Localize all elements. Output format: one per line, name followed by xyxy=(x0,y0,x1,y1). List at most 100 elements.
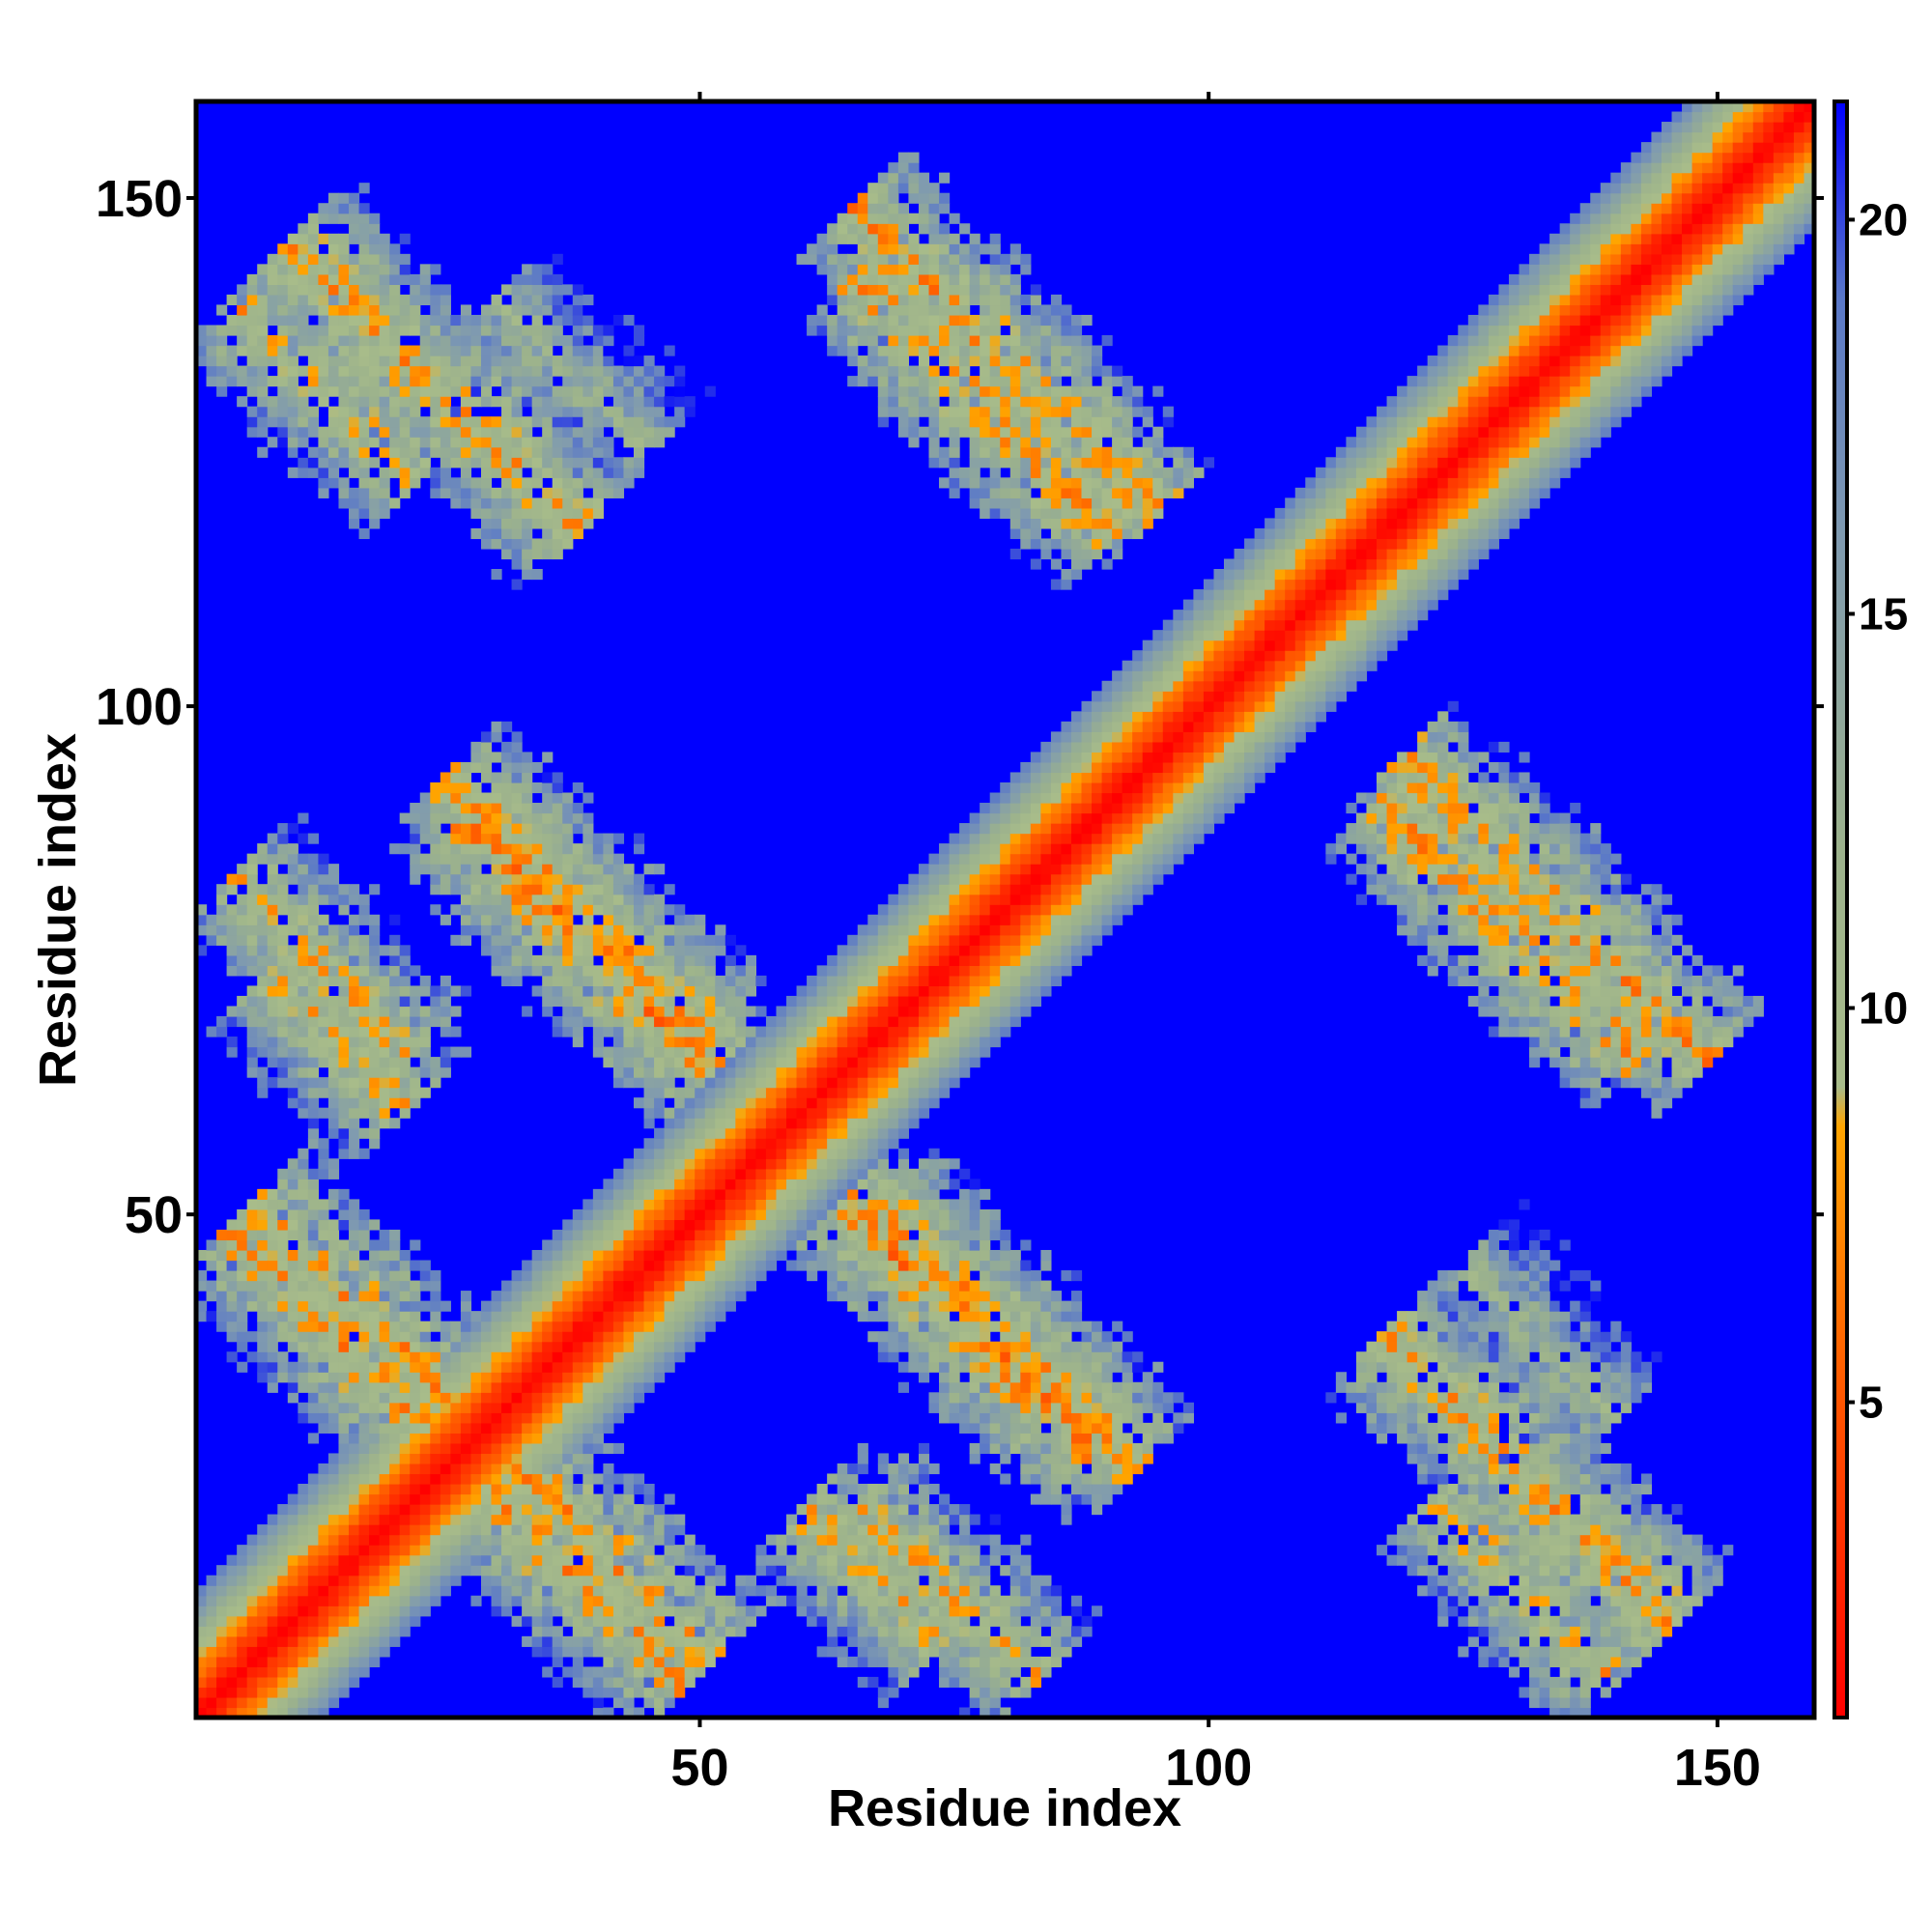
heat-cell xyxy=(552,945,563,956)
heat-cell xyxy=(765,1148,778,1159)
heat-cell xyxy=(511,477,523,489)
heat-cell xyxy=(511,487,523,498)
heat-cell xyxy=(582,823,594,835)
heat-cell xyxy=(592,335,604,347)
heat-cell xyxy=(389,1392,401,1404)
heat-cell xyxy=(287,1514,298,1525)
heat-cell xyxy=(552,1412,563,1424)
heat-cell xyxy=(654,985,666,997)
heat-cell xyxy=(664,1219,675,1231)
heat-cell xyxy=(298,1514,309,1525)
heat-cell xyxy=(349,1026,360,1037)
heat-cell xyxy=(552,426,563,438)
heat-cell xyxy=(796,1565,808,1577)
heat-cell xyxy=(715,1037,726,1048)
heat-cell xyxy=(206,1696,217,1709)
heat-cell xyxy=(327,1270,340,1282)
heat-cell xyxy=(847,264,859,275)
heat-cell xyxy=(765,1046,778,1058)
heat-cell xyxy=(440,914,451,925)
heat-cell xyxy=(847,253,859,265)
heat-cell xyxy=(216,934,228,946)
heat-cell xyxy=(531,833,543,844)
heat-cell xyxy=(765,1565,778,1577)
heat-cell xyxy=(542,975,554,987)
heat-cell xyxy=(277,1646,289,1658)
heat-cell xyxy=(745,1615,756,1627)
heat-cell xyxy=(633,904,645,916)
heat-cell xyxy=(827,264,838,275)
heat-cell xyxy=(226,1015,238,1028)
heat-cell xyxy=(369,304,381,316)
heat-cell xyxy=(562,304,574,316)
heat-cell xyxy=(867,1656,879,1667)
heat-cell xyxy=(389,1545,401,1556)
heat-cell xyxy=(338,1006,350,1017)
heat-cell xyxy=(867,1635,879,1647)
heat-cell xyxy=(724,954,736,966)
heat-cell xyxy=(807,1534,818,1546)
heat-cell xyxy=(369,1087,381,1098)
heat-cell xyxy=(807,253,818,265)
heat-cell xyxy=(724,965,736,977)
heat-cell xyxy=(765,1158,778,1170)
heat-cell xyxy=(857,1107,868,1119)
heat-cell xyxy=(501,1565,513,1577)
heat-cell xyxy=(552,406,563,417)
heat-cell xyxy=(612,1626,625,1637)
heat-cell xyxy=(307,1077,320,1089)
heat-cell xyxy=(349,325,360,336)
heat-cell xyxy=(542,894,554,905)
heat-cell xyxy=(338,1545,350,1556)
heat-cell xyxy=(807,1026,818,1037)
heat-cell xyxy=(522,823,533,835)
heat-cell xyxy=(389,457,401,469)
heat-cell xyxy=(511,1575,523,1586)
heat-cell xyxy=(287,1646,298,1658)
heat-cell xyxy=(623,1372,635,1383)
heat-cell xyxy=(837,1656,848,1667)
heat-cell xyxy=(684,1585,696,1597)
heat-cell xyxy=(704,1179,716,1190)
heat-cell xyxy=(440,376,451,387)
heat-cell xyxy=(216,1635,228,1647)
heat-cell xyxy=(389,1361,401,1373)
heat-cell xyxy=(440,1442,451,1455)
heat-cell xyxy=(440,1341,451,1352)
heat-cell xyxy=(440,345,451,356)
heat-cell xyxy=(877,1006,889,1017)
heat-cell xyxy=(349,1524,360,1536)
heat-cell xyxy=(327,1229,340,1241)
heat-cell xyxy=(664,1077,675,1089)
heat-cell xyxy=(338,1524,350,1536)
heat-cell xyxy=(298,1188,309,1200)
heat-cell xyxy=(552,1300,563,1312)
heat-cell xyxy=(327,253,340,265)
heat-cell xyxy=(582,396,594,408)
heat-cell xyxy=(562,833,574,844)
heat-cell xyxy=(582,457,594,469)
heat-cell xyxy=(379,1595,390,1606)
heat-cell xyxy=(522,507,533,519)
heat-cell xyxy=(857,1158,868,1170)
heat-cell xyxy=(277,1595,289,1606)
heat-cell xyxy=(369,1534,381,1546)
heat-cell xyxy=(867,335,879,347)
heat-cell xyxy=(562,345,574,356)
heat-cell xyxy=(837,1188,848,1200)
heat-cell xyxy=(897,1331,910,1343)
heat-cell xyxy=(226,1656,238,1667)
heat-cell xyxy=(582,1239,594,1251)
heat-cell xyxy=(603,945,614,956)
heat-cell xyxy=(562,1453,574,1464)
heat-cell xyxy=(196,1280,208,1292)
heat-cell xyxy=(410,294,421,306)
heat-cell xyxy=(603,335,614,347)
heat-cell xyxy=(562,335,574,347)
heat-cell xyxy=(511,1331,523,1343)
heat-cell xyxy=(664,1148,675,1159)
heat-cell xyxy=(786,1006,798,1017)
heat-cell xyxy=(684,1107,696,1119)
heat-cell xyxy=(827,253,838,265)
heat-cell xyxy=(410,1372,421,1383)
